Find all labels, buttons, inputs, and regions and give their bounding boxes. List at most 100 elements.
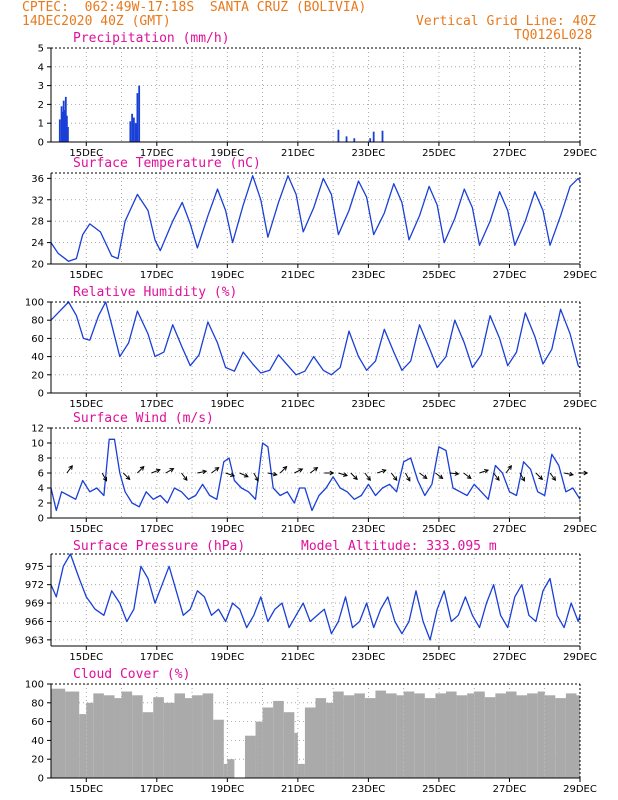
- precip-bar: [62, 100, 65, 142]
- wind-arrow-head: [202, 469, 208, 475]
- cloud-bar: [403, 691, 415, 778]
- cloud-bar: [527, 693, 538, 778]
- x-tick-label: 15DEC: [69, 148, 103, 159]
- wind-arrow-head: [139, 465, 145, 471]
- cloud-bar: [79, 714, 87, 778]
- y-tick-label: 24: [31, 238, 44, 249]
- cloud-bar: [262, 707, 274, 778]
- x-tick-label: 23DEC: [352, 652, 386, 663]
- cloud-bar: [297, 763, 305, 778]
- y-tick-label: 60: [31, 334, 44, 345]
- wind-arrow-head: [343, 472, 349, 477]
- wind-arrow-head: [495, 476, 500, 482]
- x-tick-label: 29DEC: [563, 399, 597, 410]
- x-tick-label: 17DEC: [140, 784, 174, 795]
- panel-title-pressure: Surface Pressure (hPa): [73, 539, 245, 554]
- cloud-bar: [86, 702, 94, 778]
- y-tick-label: 969: [25, 599, 44, 610]
- wind-arrow: [493, 472, 500, 481]
- cloud-bar: [354, 693, 365, 778]
- x-tick-label: 17DEC: [140, 148, 174, 159]
- cloud-bar: [213, 719, 224, 778]
- y-tick-label: 8: [38, 454, 44, 465]
- panel-humidity: Relative Humidity (%) 0 20 40 60 80 100 15DEC 17…: [25, 285, 597, 410]
- cloud-bar: [51, 688, 66, 778]
- x-tick-label: 17DEC: [140, 270, 174, 281]
- y-tick-label: 4: [38, 484, 44, 495]
- x-tick-label: 21DEC: [281, 784, 315, 795]
- panel-title-temperature: Surface Temperature (nC): [73, 156, 261, 171]
- wind-arrow: [211, 467, 219, 474]
- y-tick-label: 966: [25, 617, 44, 628]
- x-tick-label: 29DEC: [563, 148, 597, 159]
- wind-arrow: [519, 472, 525, 482]
- y-tick-label: 963: [25, 635, 44, 646]
- wind-arrow-head: [568, 471, 574, 477]
- cloud-bar: [121, 691, 133, 778]
- x-tick-label: 21DEC: [281, 652, 315, 663]
- x-tick-label: 27DEC: [493, 784, 527, 795]
- cloud-bar: [484, 697, 496, 778]
- wind-arrow-head: [583, 470, 589, 476]
- y-tick-label: 80: [31, 316, 44, 327]
- x-tick-label: 17DEC: [140, 524, 174, 535]
- header-model-code: TQ0126L028: [514, 28, 593, 43]
- wind-arrow: [122, 472, 131, 480]
- y-tick-label: 6: [38, 469, 44, 480]
- wind-arrow: [479, 469, 489, 474]
- x-tick-label: 19DEC: [210, 652, 244, 663]
- cloud-bar: [576, 695, 580, 778]
- y-tick-label: 4: [38, 62, 44, 73]
- wind-arrow-head: [507, 464, 512, 470]
- wind-arrow: [66, 465, 73, 474]
- wind-arrow: [535, 472, 543, 480]
- x-tick-label: 21DEC: [281, 148, 315, 159]
- x-tick-label: 29DEC: [563, 270, 597, 281]
- wind-arrow: [364, 472, 371, 481]
- wind-arrow: [390, 472, 398, 481]
- cloud-bar: [273, 700, 284, 778]
- panel-title-precipitation: Precipitation (mm/h): [73, 31, 230, 46]
- x-tick-label: 17DEC: [140, 652, 174, 663]
- y-tick-label: 32: [31, 195, 44, 206]
- y-tick-label: 0: [38, 389, 44, 400]
- y-tick-label: 60: [31, 717, 44, 728]
- wind-arrow: [350, 472, 358, 480]
- wind-arrow-head: [406, 476, 411, 482]
- cloud-bar: [375, 690, 387, 778]
- cloud-bar: [283, 712, 295, 778]
- series-line-humidity: [50, 301, 581, 376]
- cloud-bar: [227, 759, 235, 778]
- wind-arrow: [279, 466, 287, 474]
- precip-bar: [64, 96, 67, 142]
- y-tick-label: 100: [25, 680, 44, 691]
- panel-wind: Surface Wind (m/s) 0 2 4 6 8 10 12 15DEC 17DEC 19D…: [31, 411, 597, 535]
- wind-arrow: [151, 469, 161, 474]
- cloud-bar: [386, 693, 397, 778]
- wind-arrow: [181, 472, 188, 481]
- panel-temperature: Surface Temperature (nC) 20 24 28 32 36 15DEC 1…: [31, 156, 597, 281]
- precip-bar: [60, 106, 63, 142]
- y-tick-label: 0: [38, 138, 44, 149]
- x-tick-label: 19DEC: [210, 148, 244, 159]
- precip-bar: [63, 110, 66, 142]
- series-line-wind: [50, 438, 581, 512]
- wind-arrow: [239, 472, 249, 478]
- cloud-bar: [315, 698, 327, 778]
- precip-bar: [129, 121, 132, 142]
- wind-arrow-head: [366, 476, 371, 482]
- cloud-bar: [65, 691, 80, 778]
- wind-arrow: [419, 472, 428, 479]
- cloud-bar: [396, 695, 404, 778]
- y-tick-label: 975: [25, 562, 44, 573]
- wind-arrow: [449, 472, 459, 475]
- cloud-bar: [174, 693, 186, 778]
- wind-arrow-head: [466, 474, 472, 480]
- x-tick-label: 21DEC: [281, 399, 315, 410]
- x-tick-label: 23DEC: [352, 784, 386, 795]
- precip-bar: [345, 136, 348, 142]
- wind-arrow-head: [183, 476, 188, 482]
- x-tick-label: 23DEC: [352, 524, 386, 535]
- x-tick-label: 23DEC: [352, 148, 386, 159]
- precip-bar: [61, 111, 64, 142]
